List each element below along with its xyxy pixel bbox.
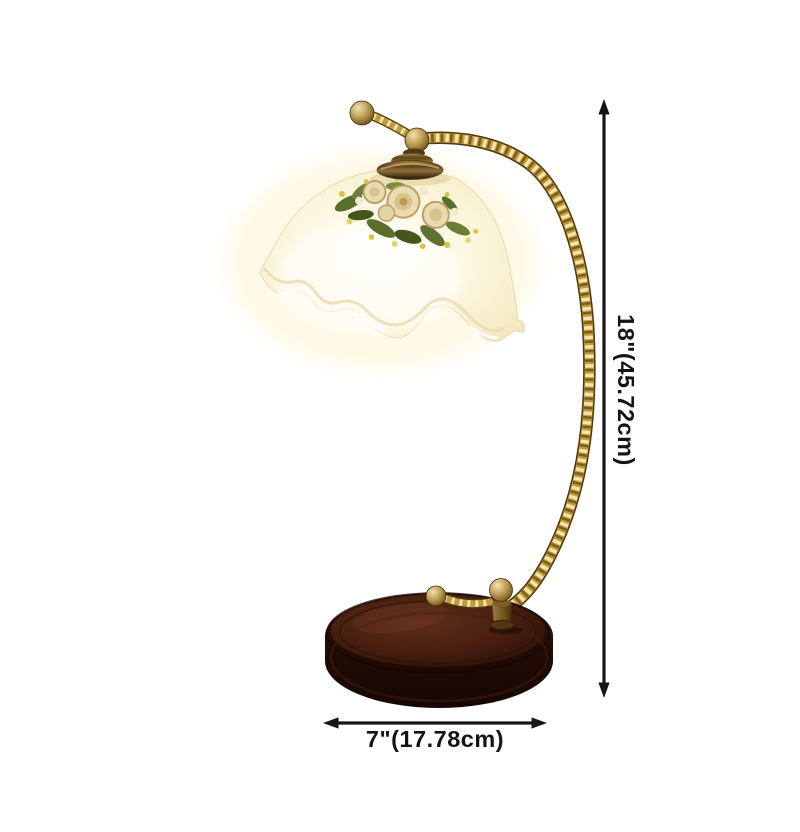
lamp-illustration: 18"(45.72cm) 7"(17.78cm) [227, 99, 639, 752]
width-dimension-label: 7"(17.78cm) [366, 726, 504, 752]
height-dimension-label: 18"(45.72cm) [613, 314, 639, 466]
sprig [391, 240, 398, 247]
arm-post [492, 602, 512, 625]
leaf [366, 219, 396, 238]
sprig [473, 228, 479, 234]
base-rim-light [329, 611, 549, 703]
cap-highlight [380, 162, 440, 170]
sprig [444, 191, 450, 197]
lamp-top-fitting [349, 100, 444, 180]
leaf [445, 221, 470, 236]
sprig [338, 190, 345, 197]
shade-inner-light [278, 222, 462, 334]
lamp-base [325, 592, 553, 708]
finial-stem-rope [369, 112, 415, 140]
sprig [368, 234, 375, 240]
sprig [465, 237, 471, 243]
base-fitting [425, 578, 523, 634]
rose-inner [429, 208, 443, 222]
sprig [444, 242, 451, 249]
base-top-surface [331, 595, 545, 667]
rose-inner [369, 187, 380, 198]
bud [450, 207, 459, 216]
base-sheen [352, 602, 448, 634]
arrow-up-icon [598, 99, 610, 115]
sprig [346, 218, 353, 225]
width-dimension: 7"(17.78cm) [323, 717, 547, 752]
bud [418, 185, 429, 196]
ruffle-band-shadow [262, 267, 505, 333]
floral-decal [334, 176, 479, 250]
leaf [394, 229, 422, 244]
leaf [441, 196, 458, 212]
arrow-down-icon [598, 682, 610, 698]
base-ball-large [489, 578, 513, 602]
bud [355, 196, 364, 205]
rose-core [399, 197, 408, 206]
arrow-right-icon [531, 717, 547, 729]
base-ball-small [425, 585, 447, 607]
rose-bud [377, 204, 396, 222]
rod-rope-twist [442, 594, 491, 607]
ruffle-crest-highlight [277, 288, 499, 340]
sprig [419, 243, 426, 250]
leaf [347, 209, 374, 221]
leaf [420, 225, 445, 247]
arm-hub-ball [404, 127, 430, 153]
post-flange-bottom [489, 620, 515, 630]
lamp-arm [410, 131, 596, 615]
arm-rope-twist-dark [416, 133, 594, 612]
product-dimension-image: 18"(45.72cm) 7"(17.78cm) [40, 16, 800, 816]
finial-ball [349, 100, 375, 126]
arrow-left-icon [323, 717, 339, 729]
height-dimension: 18"(45.72cm) [598, 99, 639, 698]
sprig [363, 179, 369, 184]
leaf [334, 194, 363, 212]
